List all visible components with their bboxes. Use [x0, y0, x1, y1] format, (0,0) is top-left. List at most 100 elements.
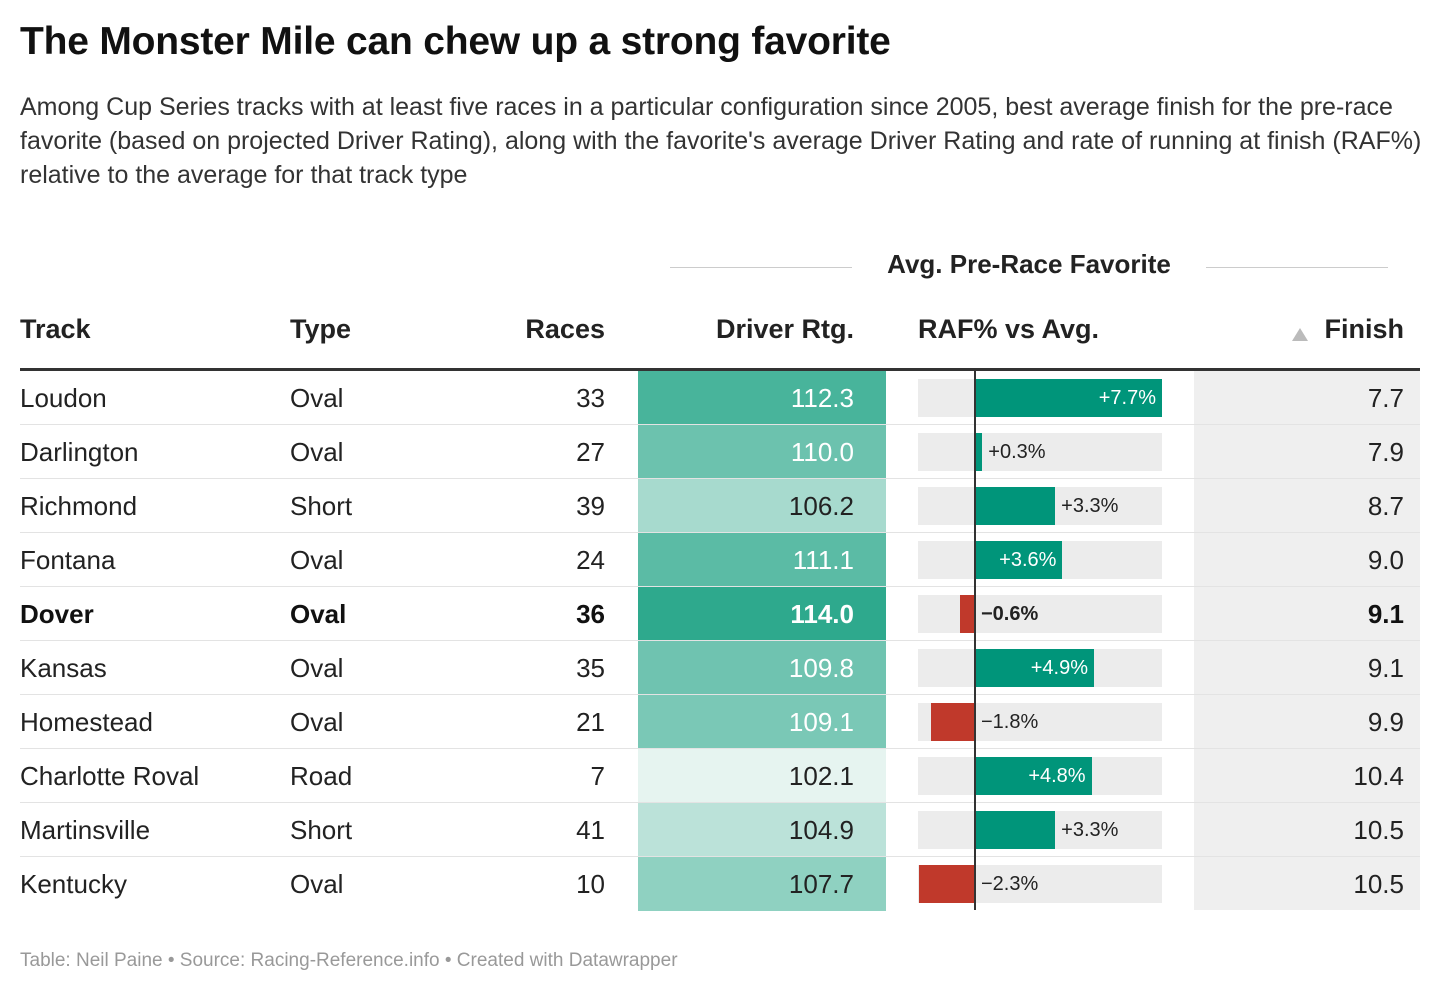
- finish-cell: 10.5: [1353, 815, 1404, 845]
- row-divider: [20, 856, 1420, 857]
- type-cell: Oval: [290, 383, 344, 413]
- driver-rating-heat-cell: [638, 425, 886, 479]
- races-cell: 39: [576, 491, 605, 521]
- finish-cell: 8.7: [1367, 491, 1404, 521]
- column-header-raf[interactable]: RAF% vs Avg.: [918, 314, 1100, 344]
- driver-rating-value: 106.2: [788, 491, 854, 521]
- raf-bar-negative: [960, 595, 975, 633]
- table-row: Charlotte Roval Road 7 102.1 +4.8% 10.4: [0, 749, 1440, 803]
- finish-cell: 9.1: [1367, 599, 1404, 629]
- track-cell: Dover: [20, 599, 94, 629]
- type-cell: Oval: [290, 437, 344, 467]
- row-divider: [20, 748, 1420, 749]
- column-header-track[interactable]: Track: [20, 314, 91, 344]
- table-row: Fontana Oval 24 111.1 +3.6% 9.0: [0, 533, 1440, 587]
- driver-rating-heat-cell: [638, 695, 886, 749]
- type-cell: Oval: [290, 869, 344, 899]
- track-cell: Darlington: [20, 437, 139, 467]
- raf-bar-positive: [975, 379, 1162, 417]
- races-cell: 21: [576, 707, 605, 737]
- driver-rating-value: 102.1: [788, 761, 854, 791]
- type-cell: Oval: [290, 707, 344, 737]
- raf-bar-positive: [975, 541, 1063, 579]
- raf-value-label: +7.7%: [1098, 387, 1156, 409]
- row-divider: [20, 478, 1420, 479]
- header-divider: [20, 368, 1420, 371]
- track-cell: Fontana: [20, 545, 116, 575]
- type-cell: Oval: [290, 653, 344, 683]
- raf-value-label: −0.6%: [981, 603, 1039, 625]
- table-row: Kansas Oval 35 109.8 +4.9% 9.1: [0, 641, 1440, 695]
- raf-bar-track: [918, 595, 1162, 633]
- races-cell: 10: [576, 869, 605, 899]
- races-cell: 35: [576, 653, 605, 683]
- column-header-finish[interactable]: Finish: [1324, 314, 1405, 344]
- raf-bar-positive: [975, 811, 1056, 849]
- group-header-rule-right: [1206, 267, 1388, 268]
- races-cell: 33: [576, 383, 605, 413]
- raf-value-label: +4.8%: [1028, 765, 1086, 787]
- driver-rating-value: 109.1: [788, 707, 854, 737]
- driver-rating-value: 114.0: [790, 599, 854, 629]
- driver-rating-heat-cell: [638, 479, 886, 533]
- track-cell: Loudon: [20, 383, 107, 413]
- driver-rating-value: 111.1: [792, 545, 854, 575]
- type-cell: Oval: [290, 599, 347, 629]
- column-header-races[interactable]: Races: [525, 314, 605, 344]
- type-cell: Oval: [290, 545, 344, 575]
- driver-rating-value: 112.3: [790, 383, 854, 413]
- type-cell: Road: [290, 761, 353, 791]
- driver-rating-heat-cell: [638, 587, 886, 641]
- raf-bar-negative: [919, 865, 975, 903]
- races-cell: 41: [576, 815, 605, 845]
- driver-rating-heat-cell: [638, 803, 886, 857]
- table-row: Richmond Short 39 106.2 +3.3% 8.7: [0, 479, 1440, 533]
- type-cell: Short: [290, 491, 353, 521]
- table-row: Loudon Oval 33 112.3 +7.7% 7.7: [0, 371, 1440, 425]
- chart-subtitle: Among Cup Series tracks with at least fi…: [20, 93, 1422, 189]
- column-header-driver-rating[interactable]: Driver Rtg.: [715, 314, 854, 344]
- raf-bar-positive: [975, 649, 1094, 687]
- track-cell: Homestead: [20, 707, 153, 737]
- finish-cell: 7.9: [1367, 437, 1404, 467]
- sort-ascending-icon[interactable]: [1292, 328, 1308, 341]
- races-cell: 24: [576, 545, 605, 575]
- races-cell: 36: [576, 599, 605, 629]
- group-header-label: Avg. Pre-Race Favorite: [887, 249, 1171, 279]
- table-row: Homestead Oval 21 109.1 −1.8% 9.9: [0, 695, 1440, 749]
- raf-value-label: −2.3%: [981, 873, 1039, 895]
- raf-value-label: −1.8%: [981, 711, 1039, 733]
- raf-value-label: +0.3%: [988, 441, 1046, 463]
- raf-bar-positive: [975, 433, 983, 471]
- raf-value-label: +3.3%: [1061, 495, 1119, 517]
- finish-cell: 10.4: [1353, 761, 1404, 791]
- driver-rating-value: 109.8: [788, 653, 854, 683]
- raf-value-label: +4.9%: [1030, 657, 1088, 679]
- row-divider: [20, 586, 1420, 587]
- finish-cell: 9.1: [1367, 653, 1404, 683]
- footer-credits: Table: Neil Paine • Source: Racing-Refer…: [20, 950, 678, 971]
- driver-rating-value: 104.9: [788, 815, 854, 845]
- driver-rating-heat-cell: [638, 857, 886, 911]
- type-cell: Short: [290, 815, 353, 845]
- row-divider: [20, 424, 1420, 425]
- column-header-type[interactable]: Type: [290, 314, 352, 344]
- raf-bar-track: [918, 433, 1162, 471]
- raf-value-label: +3.3%: [1061, 819, 1119, 841]
- table-row: Darlington Oval 27 110.0 +0.3% 7.9: [0, 425, 1440, 479]
- races-cell: 7: [590, 761, 605, 791]
- raf-bar-positive: [975, 757, 1092, 795]
- group-header-rule-left: [670, 267, 852, 268]
- table-row: Kentucky Oval 10 107.7 −2.3% 10.5: [0, 857, 1440, 911]
- track-cell: Martinsville: [20, 815, 151, 845]
- row-divider: [20, 532, 1420, 533]
- raf-zero-axis: [974, 371, 976, 910]
- track-cell: Charlotte Roval: [20, 761, 200, 791]
- raf-value-label: +3.6%: [999, 549, 1057, 571]
- driver-rating-heat-cell: [638, 533, 886, 587]
- track-cell: Kansas: [20, 653, 107, 683]
- driver-rating-value: 110.0: [790, 437, 854, 467]
- row-divider: [20, 802, 1420, 803]
- driver-rating-heat-cell: [638, 641, 886, 695]
- table-row: Martinsville Short 41 104.9 +3.3% 10.5: [0, 803, 1440, 857]
